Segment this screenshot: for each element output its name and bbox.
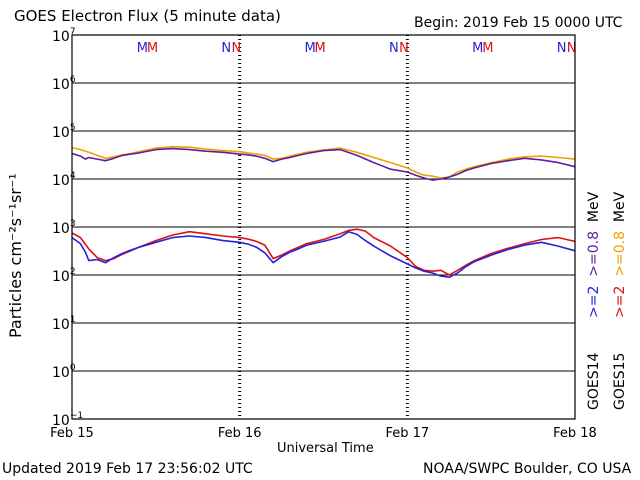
- y-tick-label: 105: [52, 123, 76, 141]
- x-axis-tick-labels: Feb 15 Feb 16 Feb 17 Feb 18: [50, 426, 597, 441]
- marker-m: M: [315, 41, 326, 56]
- marker-m: M: [472, 41, 483, 56]
- marker-n: N: [399, 41, 409, 56]
- legend-goes14-unit: MeV: [586, 191, 602, 223]
- legend-goes14-2mev: >=2: [586, 285, 602, 318]
- x-tick-label: Feb 15: [50, 426, 94, 441]
- y-tick-label: 106: [52, 75, 76, 93]
- x-tick-label: Feb 17: [385, 426, 429, 441]
- credit-text: NOAA/SWPC Boulder, CO USA: [423, 461, 632, 477]
- legend-row-goes14: >=2 >=0.8 MeV: [586, 192, 602, 318]
- series-lines: [71, 145, 576, 279]
- day-separator-ticks: [238, 35, 409, 419]
- begin-time: Begin: 2019 Feb 15 0000 UTC: [414, 15, 623, 31]
- legend-goes15-unit: MeV: [612, 191, 628, 223]
- x-axis-label: Universal Time: [277, 441, 374, 456]
- legend-goes14-name: GOES14: [586, 352, 602, 410]
- legend-goes15-name: GOES15: [612, 352, 628, 410]
- series-line-3: [71, 230, 576, 279]
- legend-goes14-08mev: >=0.8: [586, 230, 602, 277]
- y-tick-label: 107: [52, 27, 76, 45]
- legend-goes15-2mev: >=2: [612, 285, 628, 318]
- marker-n: N: [231, 41, 241, 56]
- y-tick-label: 100: [52, 363, 76, 381]
- x-tick-label: Feb 16: [218, 426, 262, 441]
- y-tick-label: 101: [52, 315, 76, 333]
- marker-n: N: [221, 41, 231, 56]
- marker-n: N: [567, 41, 577, 56]
- y-axis-tick-labels: 107 106 105 104 103 102 101 100 10−1: [52, 27, 575, 429]
- marker-m: M: [147, 41, 158, 56]
- marker-m: M: [137, 41, 148, 56]
- legend-goes15-08mev: >=0.8: [612, 230, 628, 277]
- series-line-1: [71, 147, 576, 181]
- mn-markers: MM N N MM N N MM N N: [137, 41, 577, 56]
- marker-n: N: [557, 41, 567, 56]
- marker-m: M: [304, 41, 315, 56]
- marker-m: M: [482, 41, 493, 56]
- y-axis-label: Particles cm⁻²s⁻¹sr⁻¹: [6, 173, 25, 338]
- legend-row-goes15: >=2 >=0.8 MeV: [612, 192, 628, 318]
- y-tick-label: 103: [52, 219, 76, 237]
- grid-lines: [72, 82, 575, 372]
- y-tick-label: 10−1: [52, 411, 83, 429]
- y-tick-label: 102: [52, 267, 76, 285]
- updated-timestamp: Updated 2019 Feb 17 23:56:02 UTC: [2, 461, 253, 477]
- marker-n: N: [389, 41, 399, 56]
- chart-title: GOES Electron Flux (5 minute data): [14, 7, 281, 25]
- x-tick-label: Feb 18: [553, 426, 597, 441]
- y-tick-label: 104: [52, 171, 76, 189]
